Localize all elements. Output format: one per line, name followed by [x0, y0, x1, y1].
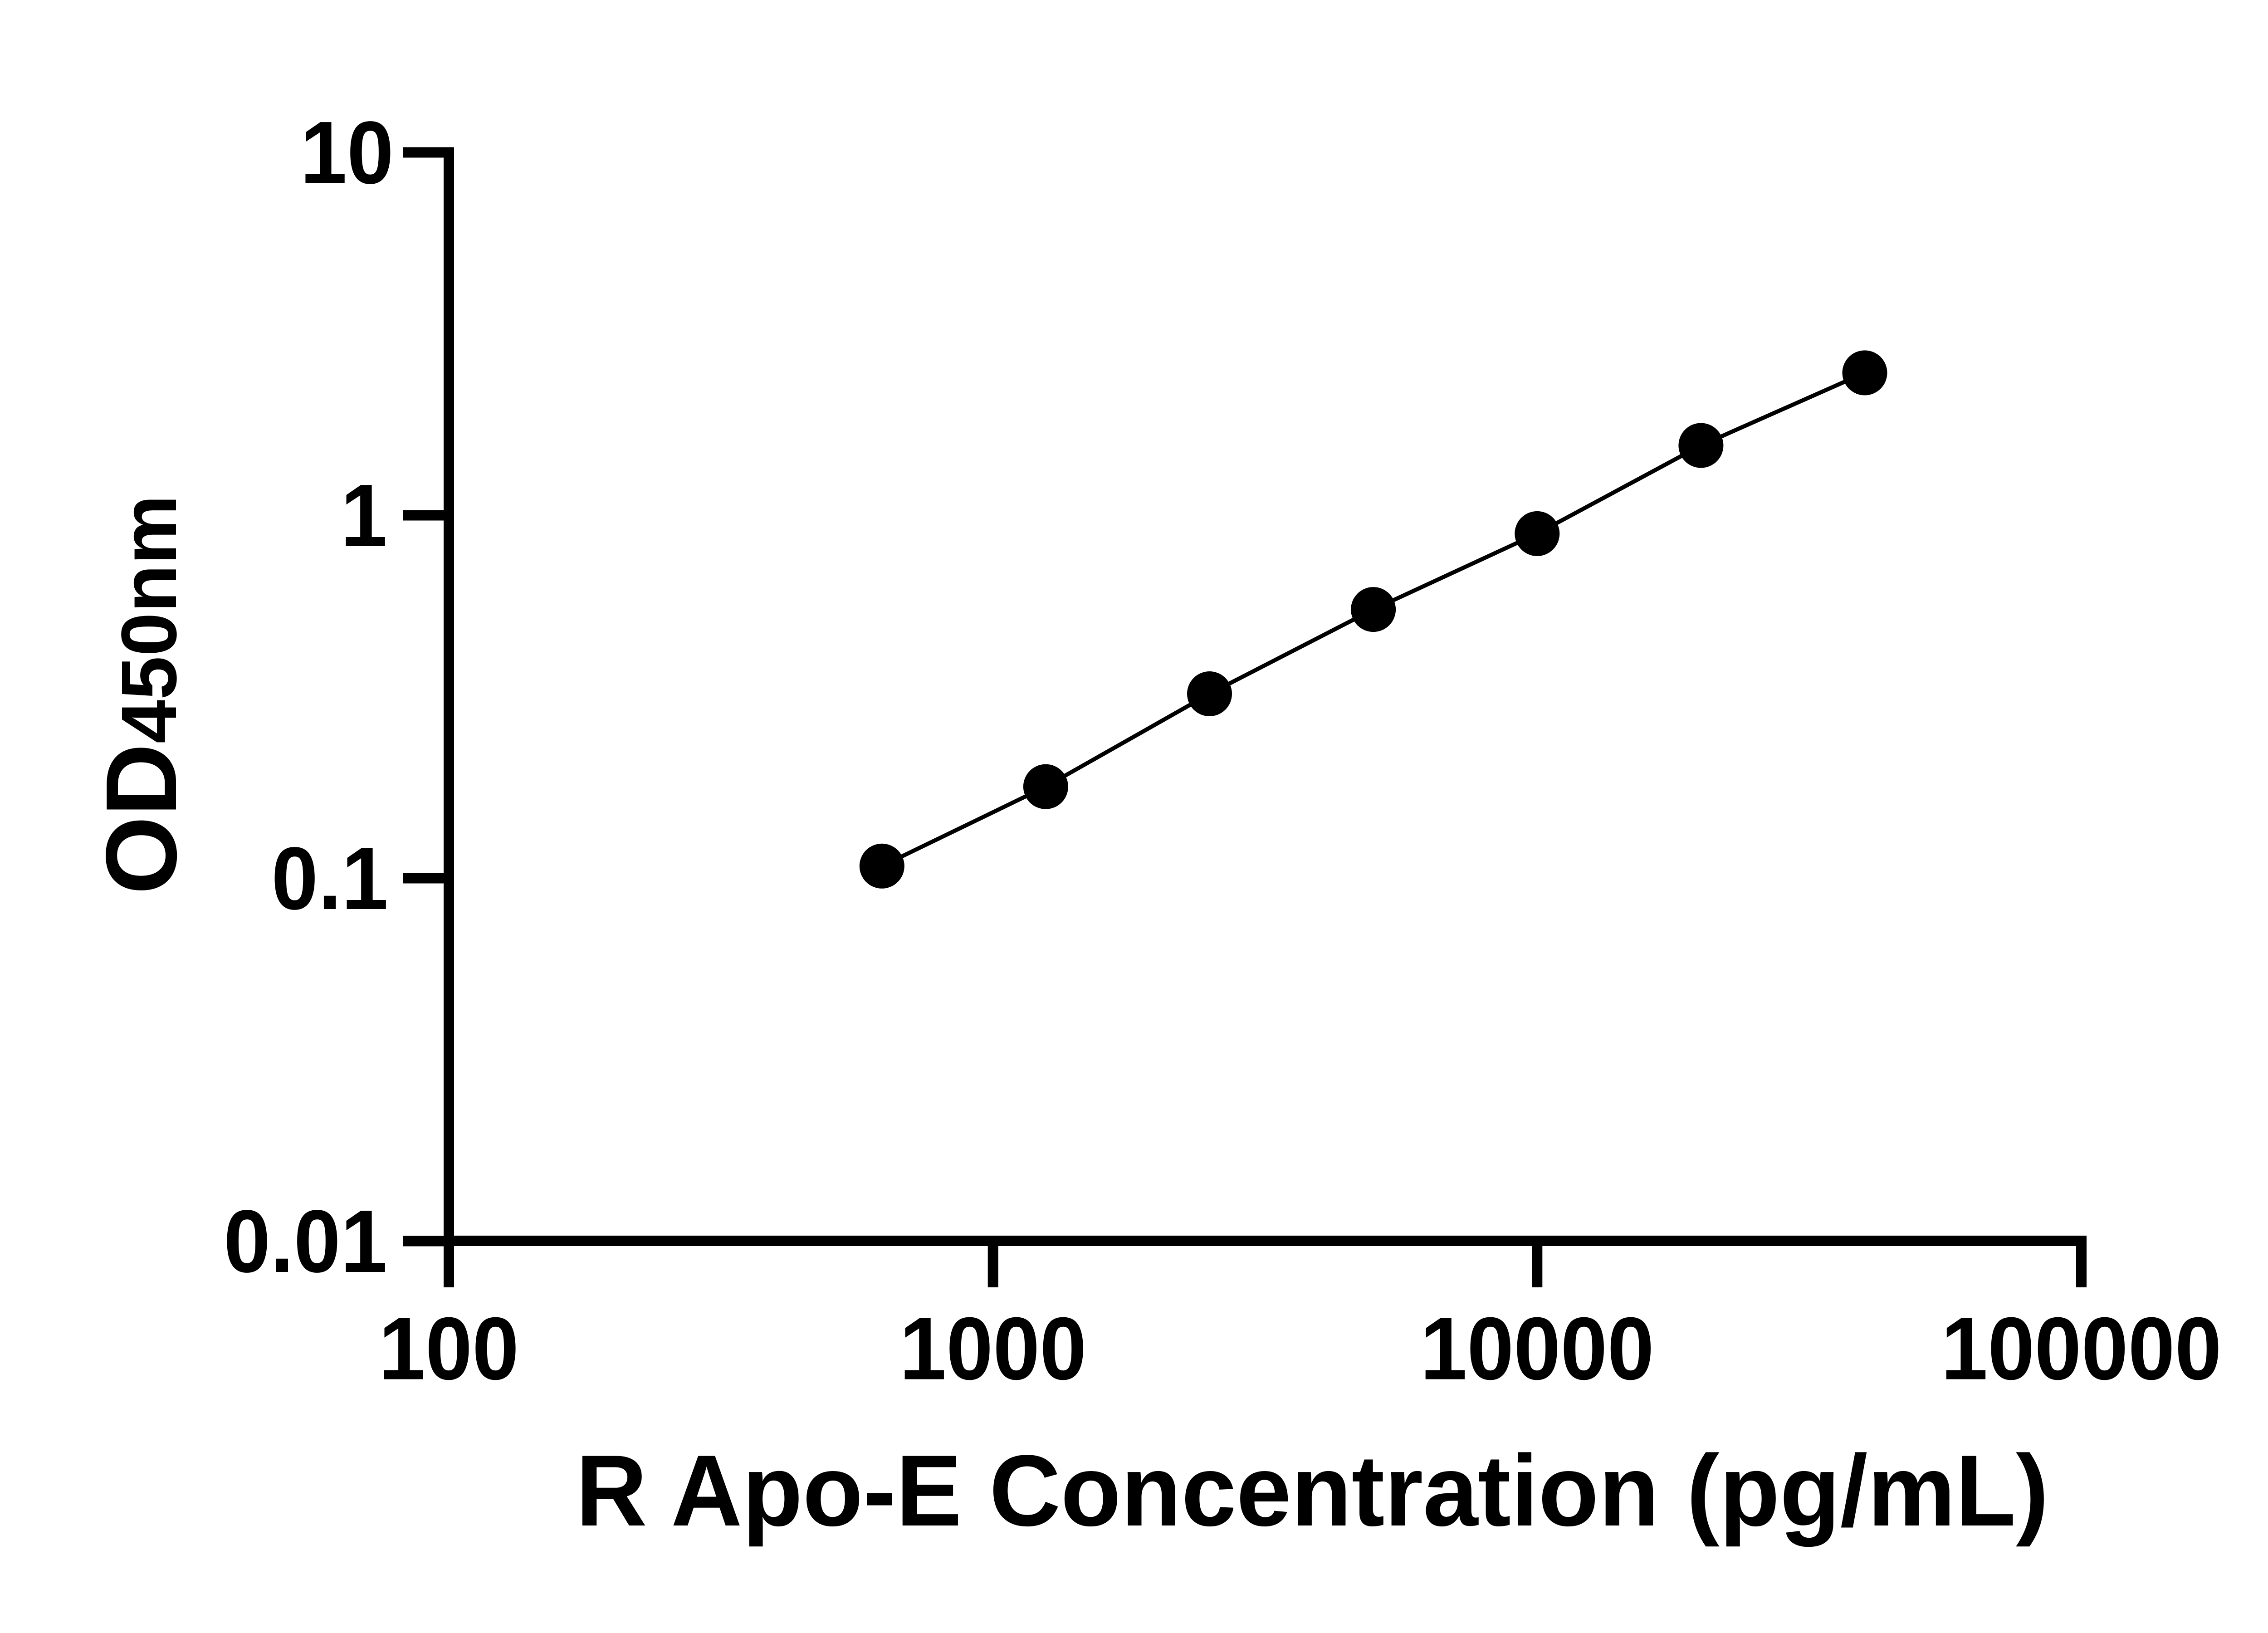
svg-text:100: 100	[379, 1299, 519, 1398]
svg-text:1000: 1000	[899, 1299, 1086, 1398]
svg-text:R Apo-E Concentration (pg/mL): R Apo-E Concentration (pg/mL)	[576, 1434, 2048, 1547]
svg-text:1: 1	[341, 466, 387, 565]
svg-text:OD450nm: OD450nm	[85, 495, 198, 895]
svg-text:100000: 100000	[1941, 1299, 2222, 1398]
svg-text:0.1: 0.1	[271, 829, 388, 928]
svg-text:10000: 10000	[1420, 1299, 1654, 1398]
svg-text:10: 10	[300, 103, 394, 202]
svg-text:0.01: 0.01	[224, 1192, 387, 1291]
